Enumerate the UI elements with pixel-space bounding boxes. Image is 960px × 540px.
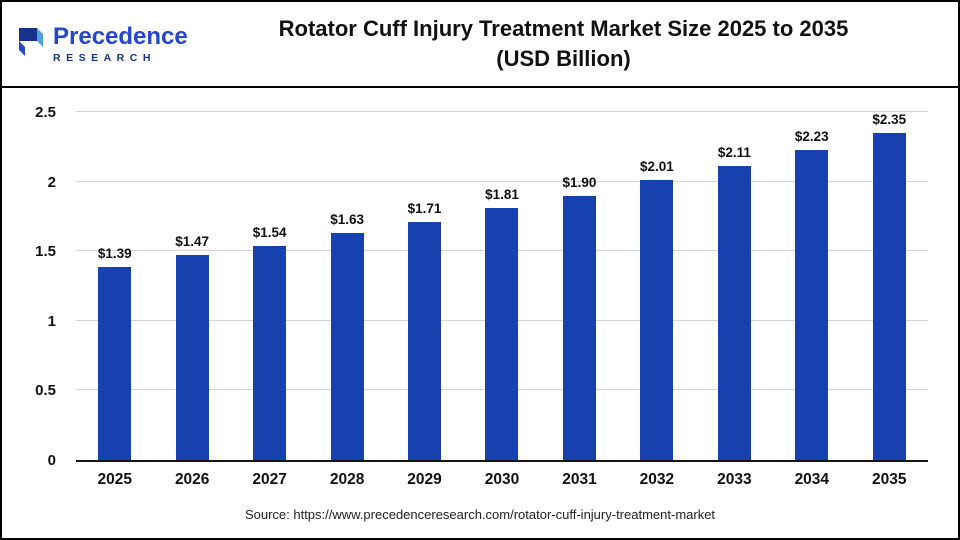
bar-group: $1.71	[386, 112, 463, 460]
bar-value-label: $1.47	[175, 234, 210, 250]
bar[interactable]	[795, 149, 829, 460]
logo-subname: RESEARCH	[53, 51, 156, 64]
bar-group: $1.54	[231, 112, 308, 460]
x-tick-label: 2031	[562, 471, 597, 488]
x-tick-label: 2028	[329, 471, 365, 488]
bar[interactable]	[872, 133, 906, 460]
bar-group: $2.11	[696, 112, 773, 460]
chart-title: Rotator Cuff Injury Treatment Market Siz…	[191, 14, 944, 73]
bar[interactable]	[175, 255, 209, 460]
logo: Precedence RESEARCH	[16, 22, 191, 64]
y-tick-label: 1.5	[35, 243, 56, 261]
chart-title-line1: Rotator Cuff Injury Treatment Market Siz…	[278, 16, 849, 42]
source-text: Source: https://www.precedenceresearch.c…	[244, 507, 716, 522]
bar[interactable]	[717, 166, 751, 460]
bar-value-label: $1.39	[97, 245, 132, 261]
x-tick-label: 2026	[174, 471, 210, 488]
bar[interactable]	[330, 233, 364, 460]
logo-text: Precedence RESEARCH	[53, 22, 188, 64]
y-tick-label: 2.5	[35, 104, 56, 121]
bar-group: $1.39	[76, 112, 153, 460]
bar-value-label: $2.01	[640, 159, 674, 175]
x-tick-label: 2030	[484, 471, 520, 488]
logo-name: Precedence	[53, 22, 188, 50]
x-tick-label: 2029	[407, 471, 442, 488]
bar-value-label: $1.90	[562, 174, 597, 190]
logo-mark-icon	[16, 26, 46, 63]
x-tick-label: 2027	[252, 471, 287, 488]
x-tick-label: 2025	[97, 471, 132, 488]
bar[interactable]	[408, 221, 442, 460]
gridline	[76, 111, 928, 112]
x-tick-label: 2035	[872, 471, 907, 488]
bars: $1.39 $1.47 $1.54 $1.63 $1.71 $1.81 $1.90 $2.01…	[76, 112, 928, 460]
y-tick-label: 0.5	[35, 382, 56, 400]
bar[interactable]	[562, 195, 596, 460]
bar-group: $1.81	[463, 112, 540, 460]
plot-area: 0 0.5 1 1.5 2 2.5 $1.39 $1.47 $1.54 $1.63 $1.71 $1…	[35, 104, 928, 469]
bar[interactable]	[485, 208, 519, 460]
bar-value-label: $1.81	[485, 187, 519, 203]
y-axis: 0 0.5 1 1.5 2 2.5	[12, 104, 66, 469]
bar-value-label: $1.54	[252, 224, 287, 240]
bar-value-label: $1.71	[407, 200, 442, 216]
bar[interactable]	[253, 245, 287, 460]
chart-title-line2: (USD Billion)	[496, 46, 631, 71]
bar-group: $2.35	[851, 112, 928, 460]
x-tick-label: 2032	[639, 471, 675, 488]
y-tick-label: 1	[47, 312, 56, 330]
bar-group: $1.90	[541, 112, 618, 460]
bar-group: $2.23	[773, 112, 850, 460]
x-tick-label: 2033	[717, 471, 752, 488]
bar-value-label: $2.23	[794, 128, 829, 144]
x-tick-label: 2034	[794, 471, 830, 488]
bar-value-label: $2.35	[872, 112, 907, 127]
bar-group: $1.47	[153, 112, 230, 460]
bar-group: $2.01	[618, 112, 695, 460]
bar-group: $1.63	[308, 112, 385, 460]
bar[interactable]	[98, 266, 132, 460]
y-tick-label: 2	[47, 173, 56, 191]
x-axis: 2025 2026 2027 2028 2029 2030 2031 2032 2033 2034…	[76, 471, 928, 489]
header: Precedence RESEARCH Rotator Cuff Injury …	[2, 2, 958, 88]
bar[interactable]	[640, 180, 674, 460]
gridline	[76, 180, 928, 182]
y-tick-label: 0	[47, 452, 56, 469]
bar-value-label: $1.63	[330, 212, 364, 228]
bar-value-label: $2.11	[717, 145, 751, 161]
